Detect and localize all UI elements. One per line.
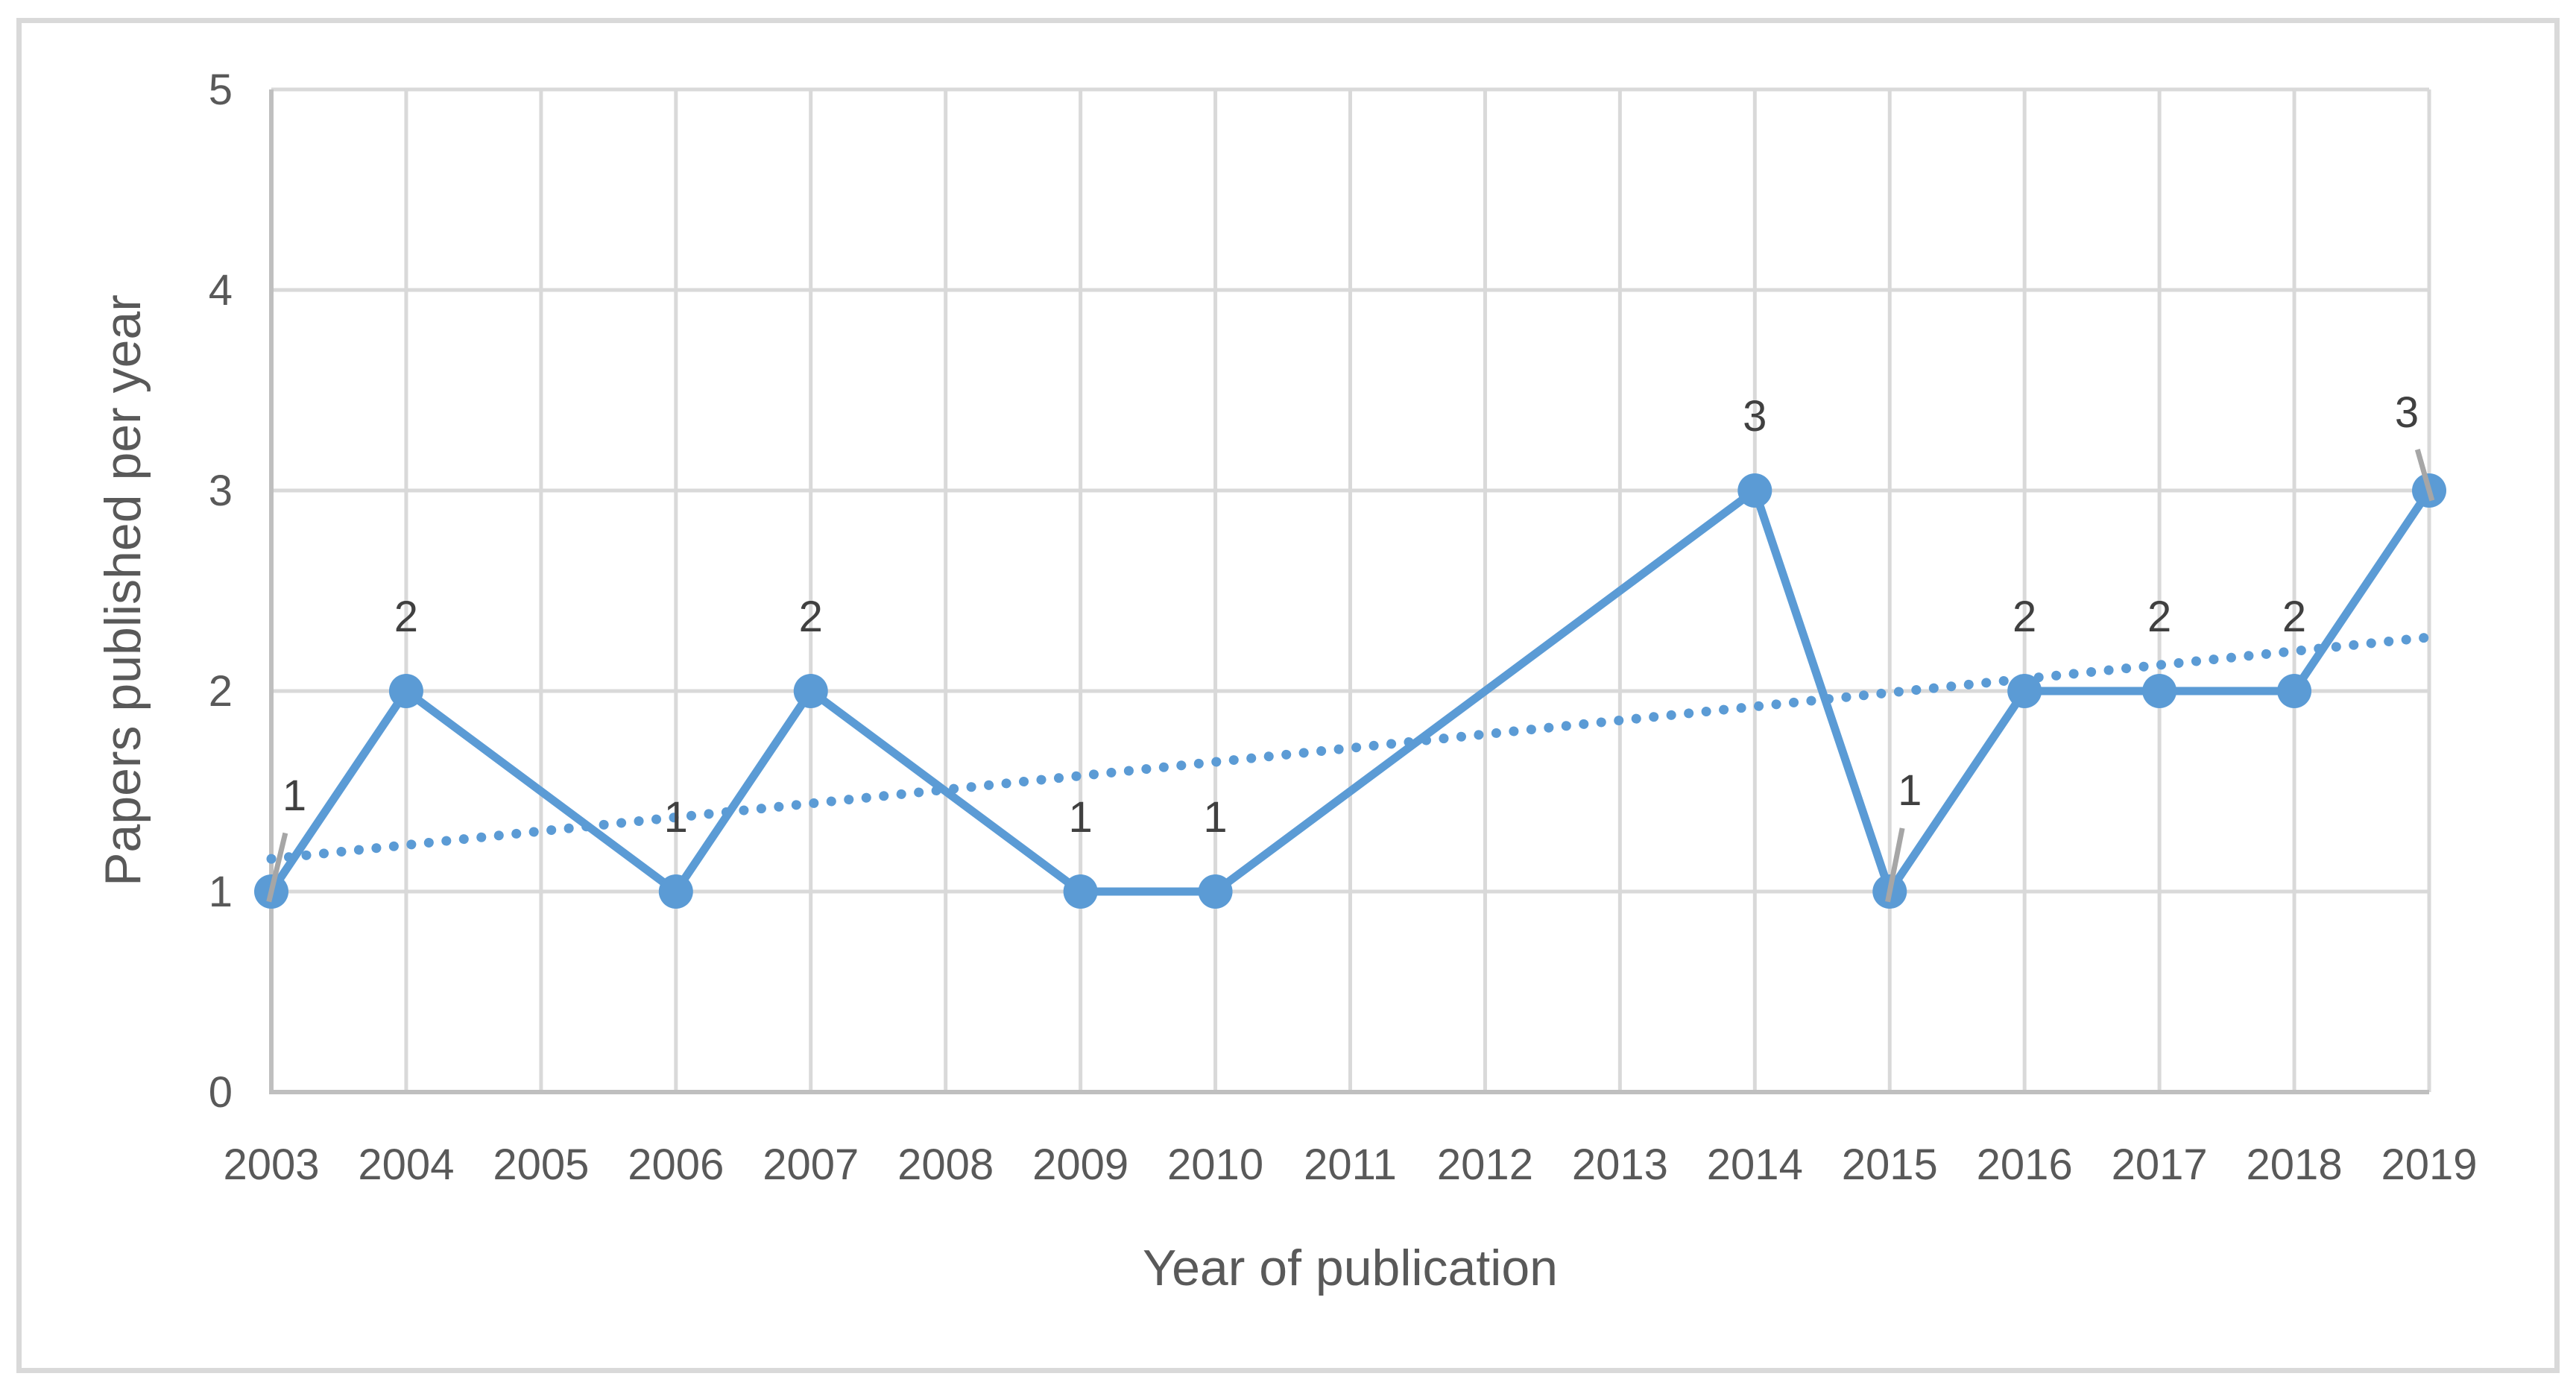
- x-tick-label: 2011: [1304, 1141, 1397, 1189]
- x-tick-label: 2012: [1437, 1141, 1533, 1189]
- x-tick-label: 2007: [763, 1141, 859, 1189]
- y-tick-label: 1: [209, 868, 233, 916]
- data-label-leader-line: [266, 832, 288, 903]
- data-point-marker: [1198, 874, 1233, 909]
- series-line: [267, 486, 2434, 896]
- data-point-marker: [793, 674, 828, 708]
- data-label: 2: [2012, 593, 2036, 641]
- data-point-marker: [388, 674, 423, 708]
- y-tick-label: 5: [209, 66, 233, 114]
- data-label: 2: [2282, 593, 2306, 641]
- x-tick-label: 2005: [493, 1141, 589, 1189]
- x-tick-label: 2006: [628, 1141, 724, 1189]
- data-label: 3: [2395, 388, 2419, 437]
- y-tick-label: 3: [209, 467, 233, 515]
- x-tick-label: 2017: [2112, 1141, 2208, 1189]
- data-label: 2: [799, 593, 823, 641]
- data-label: 2: [2147, 593, 2171, 641]
- data-label-leader-line: [1885, 827, 1905, 903]
- data-label: 1: [1898, 766, 1922, 815]
- data-point-marker: [2277, 674, 2312, 708]
- data-label: 1: [664, 793, 688, 842]
- x-tick-label: 2014: [1707, 1141, 1803, 1189]
- data-point-marker: [1063, 874, 1098, 909]
- data-label: 1: [282, 772, 306, 820]
- y-tick-label: 2: [209, 667, 233, 716]
- data-label-leader-line: [2414, 449, 2435, 502]
- x-tick-label: 2003: [223, 1141, 319, 1189]
- y-axis-title: Papers published per year: [95, 294, 151, 886]
- x-axis-title: Year of publication: [1142, 1240, 1558, 1296]
- trendline: [266, 632, 2434, 864]
- x-tick-label: 2016: [1977, 1141, 2073, 1189]
- x-tick-label: 2010: [1167, 1141, 1263, 1189]
- data-label: 1: [1203, 793, 1227, 842]
- data-point-marker: [2142, 674, 2177, 708]
- x-tick-label: 2015: [1842, 1141, 1938, 1189]
- data-label: 1: [1068, 793, 1092, 842]
- data-point-marker: [658, 874, 693, 909]
- figure-border: [16, 18, 2560, 1373]
- x-tick-label: 2013: [1572, 1141, 1668, 1189]
- x-tick-label: 2008: [897, 1141, 994, 1189]
- data-point-marker: [1737, 473, 1772, 508]
- y-tick-label: 0: [209, 1068, 233, 1117]
- x-tick-label: 2019: [2381, 1141, 2477, 1189]
- y-tick-label: 4: [209, 266, 233, 315]
- x-tick-label: 2018: [2247, 1141, 2343, 1189]
- data-label: 3: [1743, 392, 1767, 441]
- x-tick-label: 2004: [358, 1141, 454, 1189]
- data-label: 2: [394, 593, 418, 641]
- data-point-marker: [2007, 674, 2042, 708]
- x-tick-label: 2009: [1032, 1141, 1128, 1189]
